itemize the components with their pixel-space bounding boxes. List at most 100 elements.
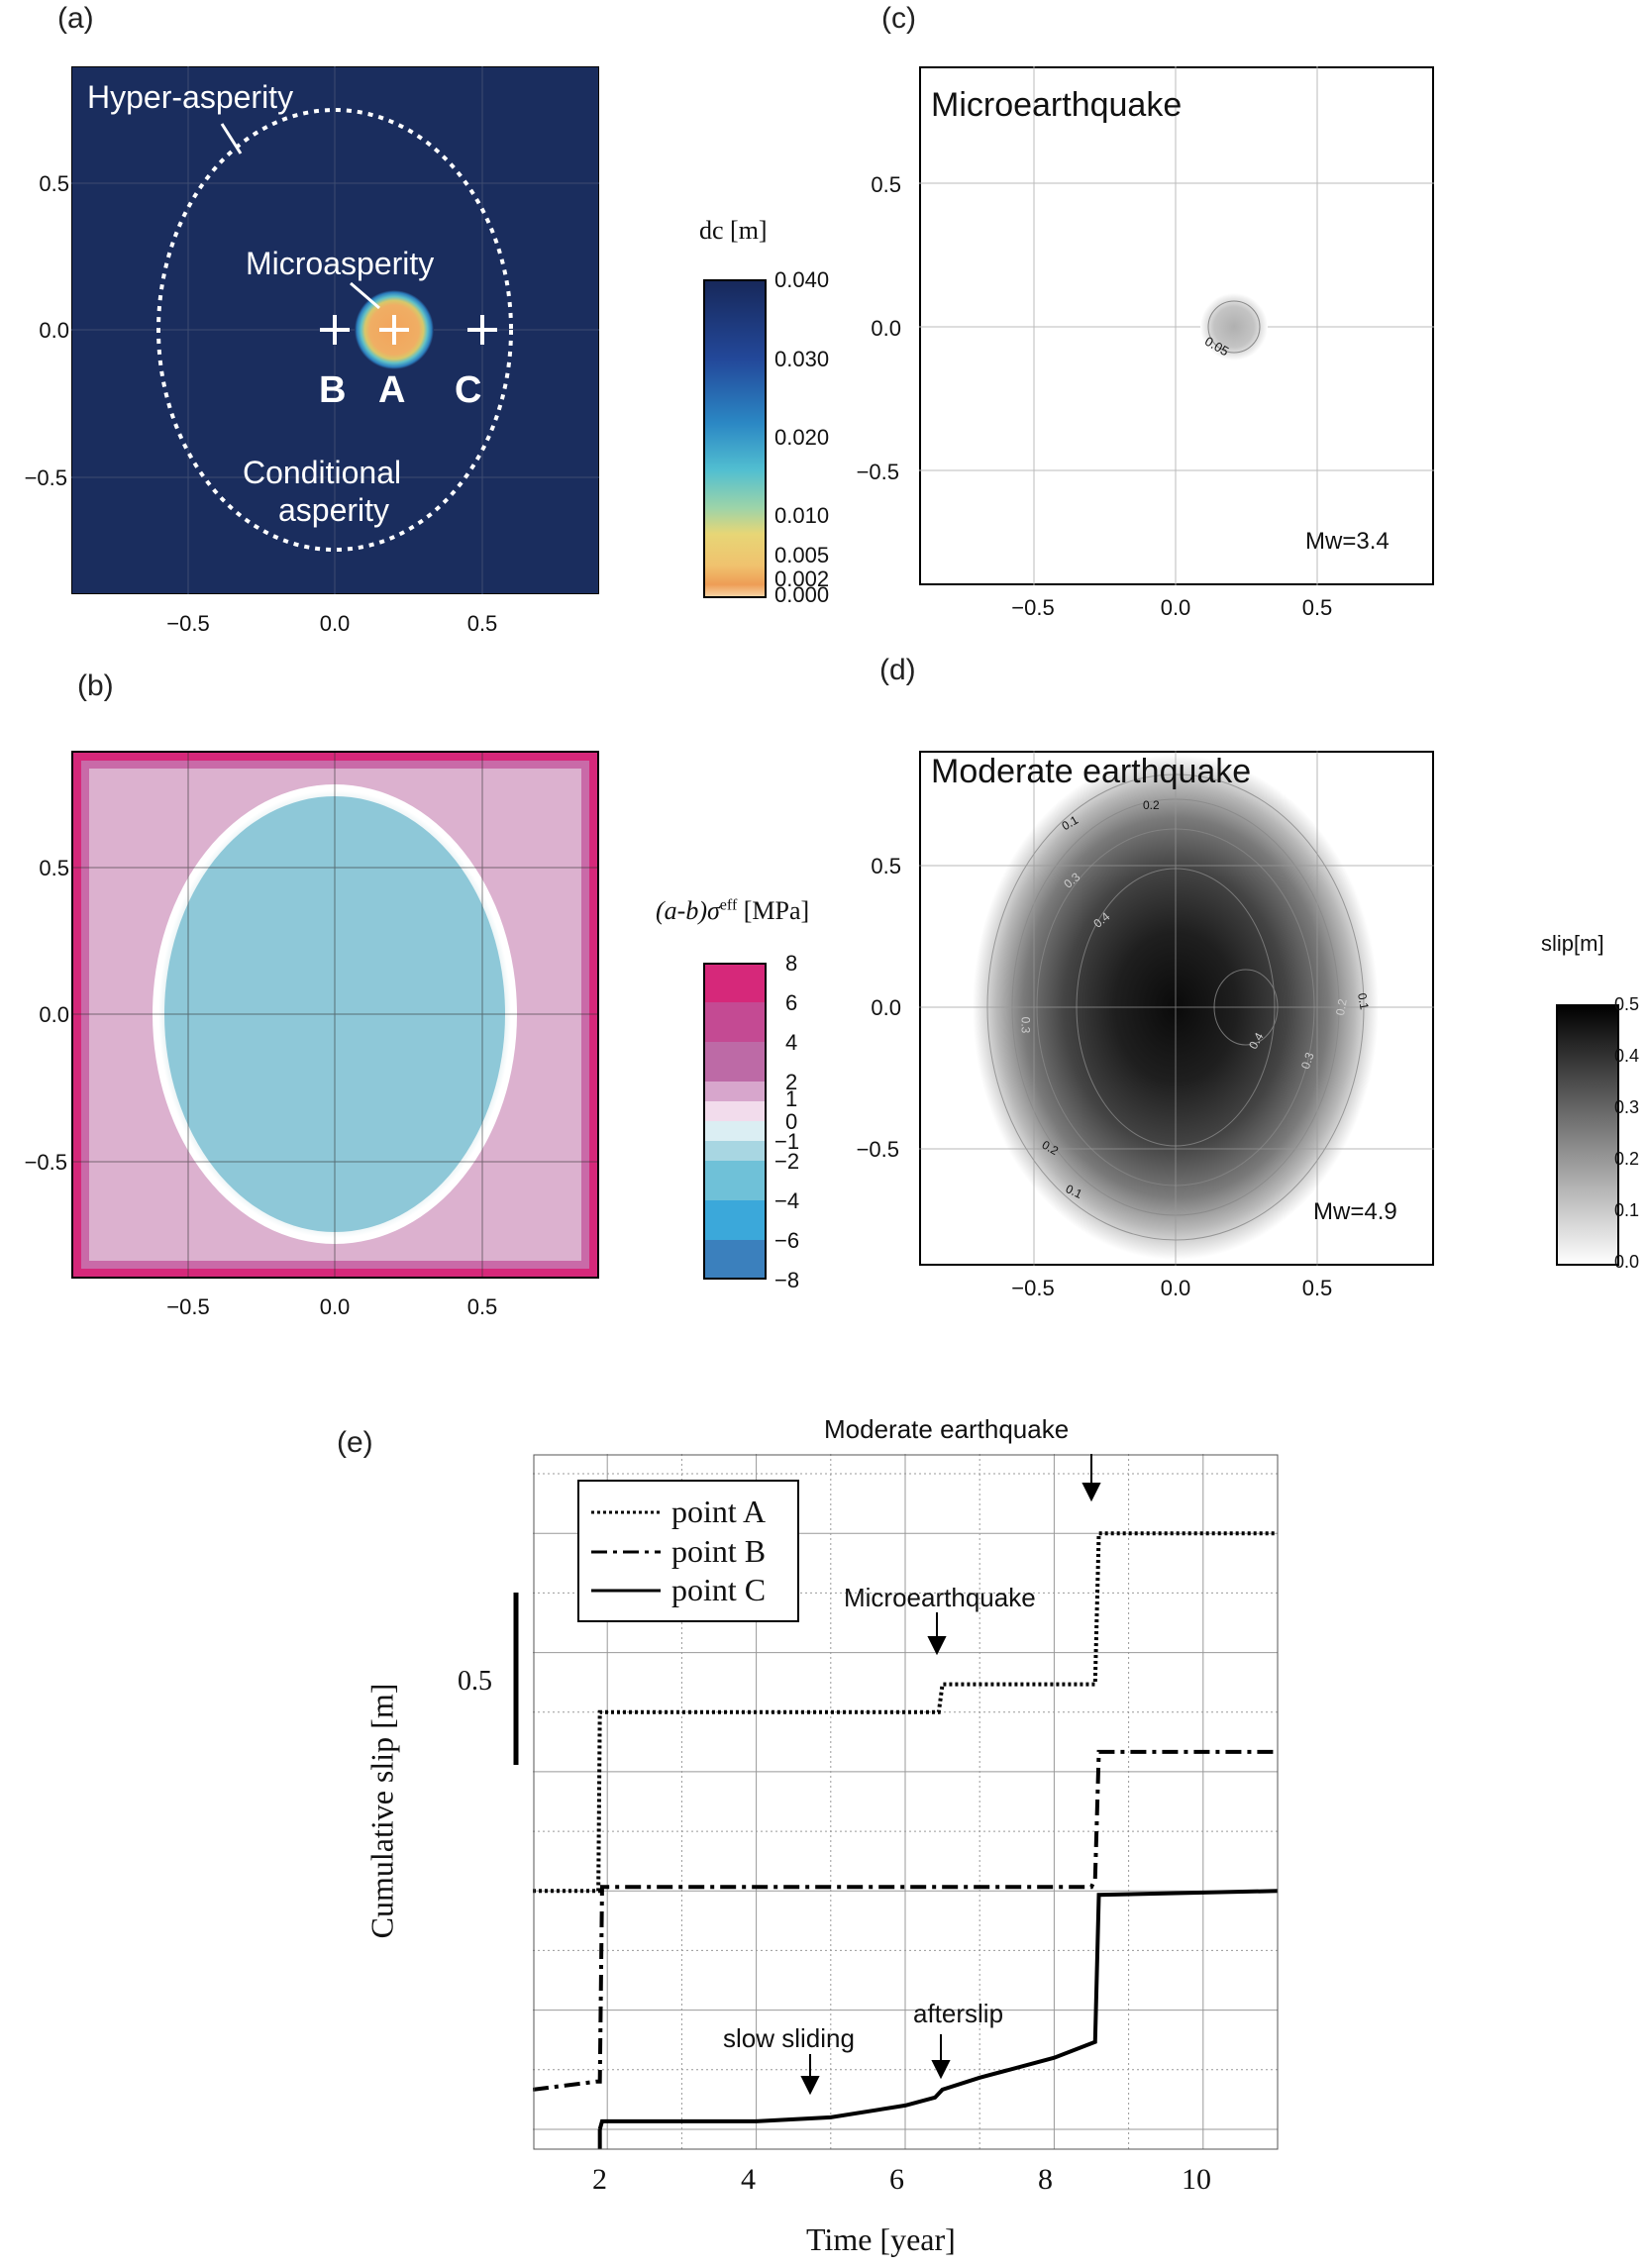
slip-colorbar-title: slip[m] xyxy=(1541,931,1604,956)
slip-tick-3: 0.2 xyxy=(1614,1149,1640,1169)
ab-tick-5: 0 xyxy=(785,1109,798,1134)
dc-tick-6: 0.000 xyxy=(774,582,830,607)
e-ylabel: Cumulative slip [m] xyxy=(363,1683,400,1939)
panel-d-contour-0: 0.2 xyxy=(1143,798,1160,812)
ab-tick-10: −8 xyxy=(774,1268,800,1292)
b-ytick-2: −0.5 xyxy=(24,1150,67,1175)
ab-colorbar xyxy=(703,963,767,1280)
slip-colorbar xyxy=(1556,1004,1619,1266)
dc-tick-1: 0.030 xyxy=(774,347,830,371)
b-xtick-1: 0.0 xyxy=(319,1294,351,1319)
slip-time-chart xyxy=(533,1454,1279,2150)
b-xtick-0: −0.5 xyxy=(166,1294,210,1319)
chart-legend: point A point B point C xyxy=(577,1480,799,1622)
b-ytick-0: 0.5 xyxy=(39,856,69,880)
panel-e-label: (e) xyxy=(337,1426,373,1459)
e-xtick-1: 4 xyxy=(741,2163,756,2196)
dc-tick-3: 0.010 xyxy=(774,503,830,528)
slip-tick-4: 0.1 xyxy=(1614,1200,1640,1220)
d-ytick-0: 0.5 xyxy=(871,854,901,878)
b-xtick-2: 0.5 xyxy=(466,1294,498,1319)
label-microasperity: Microasperity xyxy=(246,246,435,281)
slip-tick-5: 0.0 xyxy=(1614,1252,1640,1272)
a-xtick-0: −0.5 xyxy=(166,611,210,636)
ab-colorbar-title: (a-b)σeff [MPa] xyxy=(656,896,809,926)
series-line-point-c xyxy=(597,1889,1279,2130)
ab-tick-7: −2 xyxy=(774,1149,800,1174)
panel-d-mw: Mw=4.9 xyxy=(1313,1198,1397,1225)
annot-slow-sliding: slow sliding xyxy=(723,2023,855,2053)
e-xtick-4: 10 xyxy=(1182,2163,1211,2196)
panel-c-label: (c) xyxy=(881,2,916,35)
microearthquake-slip-blob xyxy=(1200,293,1268,361)
label-conditional: Conditional xyxy=(243,455,402,490)
ab-tick-9: −6 xyxy=(774,1228,800,1253)
series-line-point-b xyxy=(533,1749,1278,2092)
ab-tick-3: 2 xyxy=(785,1070,798,1094)
slip-tick-1: 0.4 xyxy=(1614,1046,1640,1066)
a-xtick-1: 0.0 xyxy=(319,611,351,636)
annot-moderate-earthquake: Moderate earthquake xyxy=(824,1414,1070,1444)
c-xtick-2: 0.5 xyxy=(1301,595,1333,620)
panel-c-mw: Mw=3.4 xyxy=(1305,528,1390,555)
c-ytick-2: −0.5 xyxy=(856,460,899,484)
series-line-point-a xyxy=(533,1531,1278,1894)
e-xtick-2: 6 xyxy=(889,2163,904,2196)
e-xlabel: Time [year] xyxy=(806,2221,956,2257)
ab-tick-0: 8 xyxy=(785,951,798,976)
dc-tick-5: 0.002 xyxy=(774,567,830,591)
c-ytick-1: 0.0 xyxy=(871,316,901,341)
ab-title-main: (a-b)σ xyxy=(656,896,720,925)
e-xtick-3: 8 xyxy=(1038,2163,1053,2196)
slip-tick-2: 0.3 xyxy=(1614,1097,1640,1117)
label-point-b: B xyxy=(319,369,347,411)
scale-bar-label: 0.5 xyxy=(458,1666,492,1697)
ab-tick-6: −1 xyxy=(774,1129,800,1154)
c-xtick-0: −0.5 xyxy=(1011,595,1055,620)
annot-microearthquake: Microearthquake xyxy=(844,1583,1036,1612)
dc-tick-2: 0.020 xyxy=(774,425,830,450)
label-point-c: C xyxy=(455,369,482,411)
ab-tick-2: 4 xyxy=(785,1030,798,1055)
ab-title-unit: [MPa] xyxy=(737,896,810,925)
dc-tick-0: 0.040 xyxy=(774,267,830,292)
a-xtick-2: 0.5 xyxy=(466,611,498,636)
ab-tick-4: 1 xyxy=(785,1086,798,1111)
label-asperity: asperity xyxy=(278,492,390,528)
c-ytick-0: 0.5 xyxy=(871,172,901,197)
d-xtick-2: 0.5 xyxy=(1301,1276,1333,1300)
legend-point-c: point C xyxy=(671,1572,767,1607)
label-hyper-asperity: Hyper-asperity xyxy=(87,79,294,115)
panel-d-title: Moderate earthquake xyxy=(931,753,1252,790)
a-ytick-2: −0.5 xyxy=(24,465,67,490)
ab-tick-1: 6 xyxy=(785,990,798,1015)
slip-tick-0: 0.5 xyxy=(1614,994,1640,1014)
a-ytick-0: 0.5 xyxy=(39,171,69,196)
legend-point-a: point A xyxy=(671,1494,767,1529)
panel-a-label: (a) xyxy=(57,2,94,35)
d-ytick-2: −0.5 xyxy=(856,1137,899,1162)
c-xtick-1: 0.0 xyxy=(1160,595,1191,620)
ab-title-sup: eff xyxy=(719,896,738,914)
panel-c-title: Microearthquake xyxy=(931,86,1183,124)
e-xtick-0: 2 xyxy=(592,2163,607,2196)
b-ytick-1: 0.0 xyxy=(39,1002,69,1027)
panel-b-map xyxy=(71,751,599,1279)
label-point-a: A xyxy=(378,369,406,411)
panel-a-map xyxy=(71,66,599,594)
d-xtick-1: 0.0 xyxy=(1160,1276,1191,1300)
panel-b-label: (b) xyxy=(77,670,114,702)
hyper-asperity-outline xyxy=(156,108,513,552)
annot-afterslip: afterslip xyxy=(913,1999,1004,2028)
ab-tick-8: −4 xyxy=(774,1188,800,1213)
a-ytick-1: 0.0 xyxy=(39,318,69,343)
panel-d-map xyxy=(919,751,1434,1266)
legend-point-b: point B xyxy=(671,1533,767,1569)
dc-colorbar-title: dc [m] xyxy=(699,216,768,245)
dc-tick-4: 0.005 xyxy=(774,543,830,567)
panel-c-map xyxy=(919,66,1434,585)
dc-colorbar xyxy=(703,279,767,598)
d-xtick-0: −0.5 xyxy=(1011,1276,1055,1300)
d-ytick-1: 0.0 xyxy=(871,995,901,1020)
